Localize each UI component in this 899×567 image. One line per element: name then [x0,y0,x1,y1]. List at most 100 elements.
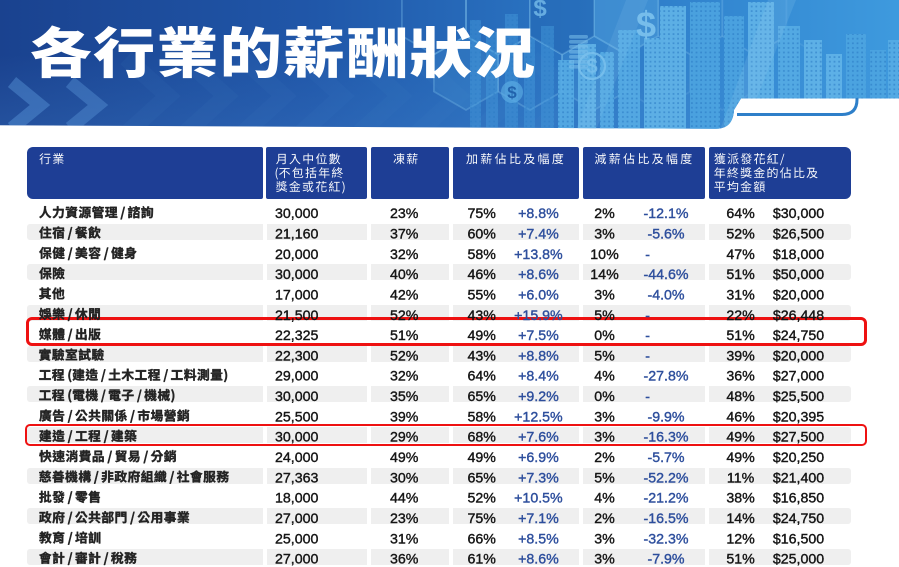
svg-text:65%: 65% [467,389,496,405]
svg-text:$: $ [507,83,517,102]
svg-text:-16.5%: -16.5% [644,511,689,527]
svg-text:3%: 3% [594,226,615,242]
svg-text:20,000: 20,000 [275,247,319,263]
svg-text:$26,500: $26,500 [773,226,824,242]
svg-text:$50,000: $50,000 [773,267,824,283]
svg-text:2%: 2% [594,206,615,222]
svg-text:49%: 49% [726,450,755,466]
svg-text:38%: 38% [726,491,755,507]
svg-text:32%: 32% [390,369,419,385]
svg-text:3%: 3% [594,409,615,425]
svg-text:23%: 23% [390,511,419,527]
svg-text:+15.9%: +15.9% [514,308,563,324]
svg-text:$20,000: $20,000 [773,287,824,303]
svg-text:$27,000: $27,000 [773,369,824,385]
svg-text:46%: 46% [467,267,496,283]
svg-text:-21.2%: -21.2% [644,491,689,507]
svg-text:51%: 51% [726,552,755,567]
svg-text:-52.2%: -52.2% [644,470,689,486]
svg-text:36%: 36% [390,552,419,567]
svg-text:58%: 58% [467,409,496,425]
svg-text:+8.8%: +8.8% [518,348,559,364]
svg-text:30,000: 30,000 [275,430,319,446]
svg-text:5%: 5% [594,308,615,324]
svg-text:-: - [645,308,650,324]
svg-text:29,000: 29,000 [275,369,319,385]
svg-text:+7.1%: +7.1% [518,511,559,527]
svg-text:+7.3%: +7.3% [518,470,559,486]
svg-text:49%: 49% [726,430,755,446]
svg-text:-9.9%: -9.9% [647,409,684,425]
svg-text:52%: 52% [390,308,419,324]
svg-text:36%: 36% [726,369,755,385]
svg-text:30%: 30% [390,470,419,486]
svg-text:-: - [645,247,650,263]
svg-text:51%: 51% [726,267,755,283]
svg-text:37%: 37% [390,226,419,242]
svg-text:5%: 5% [594,470,615,486]
svg-text:$21,400: $21,400 [773,470,824,486]
svg-text:40%: 40% [390,267,419,283]
svg-text:75%: 75% [467,206,496,222]
svg-text:51%: 51% [726,328,755,344]
svg-text:0%: 0% [594,328,615,344]
svg-text:22%: 22% [726,308,755,324]
svg-text:+10.5%: +10.5% [514,491,563,507]
svg-text:24,000: 24,000 [275,450,319,466]
svg-text:22,325: 22,325 [275,328,319,344]
svg-text:-7.9%: -7.9% [647,552,684,567]
svg-text:35%: 35% [390,389,419,405]
svg-text:47%: 47% [726,247,755,263]
svg-text:+9.2%: +9.2% [518,389,559,405]
svg-text:22,300: 22,300 [275,348,319,364]
svg-text:-44.6%: -44.6% [644,267,689,283]
svg-text:$: $ [636,4,656,45]
svg-text:+8.6%: +8.6% [518,552,559,567]
svg-text:-: - [645,328,650,344]
svg-text:14%: 14% [590,267,619,283]
svg-text:+12.5%: +12.5% [514,409,563,425]
svg-text:65%: 65% [467,470,496,486]
svg-text:31%: 31% [726,287,755,303]
svg-text:4%: 4% [594,491,615,507]
svg-text:29%: 29% [390,430,419,446]
svg-text:11%: 11% [727,470,755,486]
svg-text:64%: 64% [467,369,496,385]
svg-text:75%: 75% [467,511,496,527]
svg-text:49%: 49% [467,328,496,344]
svg-text:-12.1%: -12.1% [644,206,689,222]
svg-text:$: $ [533,0,547,22]
svg-text:52%: 52% [726,226,755,242]
svg-text:$27,500: $27,500 [773,430,824,446]
svg-text:21,500: 21,500 [275,308,319,324]
svg-text:18,000: 18,000 [275,491,319,507]
svg-text:-5.7%: -5.7% [647,450,684,466]
svg-text:+8.6%: +8.6% [518,267,559,283]
svg-text:5%: 5% [594,348,615,364]
svg-text:+6.9%: +6.9% [518,450,559,466]
svg-text:$25,500: $25,500 [773,389,824,405]
svg-text:$20,395: $20,395 [773,409,824,425]
svg-text:32%: 32% [390,247,419,263]
svg-text:60%: 60% [467,226,496,242]
svg-text:46%: 46% [726,409,755,425]
svg-text:25,000: 25,000 [275,531,319,547]
svg-text:39%: 39% [390,409,419,425]
svg-text:23%: 23% [390,206,419,222]
svg-text:61%: 61% [467,552,496,567]
svg-text:3%: 3% [594,287,615,303]
svg-text:49%: 49% [467,450,496,466]
svg-text:30,000: 30,000 [275,389,319,405]
svg-text:14%: 14% [726,511,755,527]
svg-text:42%: 42% [390,287,419,303]
svg-text:39%: 39% [726,348,755,364]
svg-text:2%: 2% [594,450,615,466]
svg-text:2%: 2% [594,511,615,527]
svg-text:48%: 48% [726,389,755,405]
svg-text:$26,448: $26,448 [773,308,824,324]
svg-text:$16,850: $16,850 [773,491,824,507]
svg-text:-27.8%: -27.8% [644,369,689,385]
svg-text:$16,500: $16,500 [773,531,824,547]
svg-text:30,000: 30,000 [275,206,319,222]
svg-text:$20,250: $20,250 [773,450,824,466]
